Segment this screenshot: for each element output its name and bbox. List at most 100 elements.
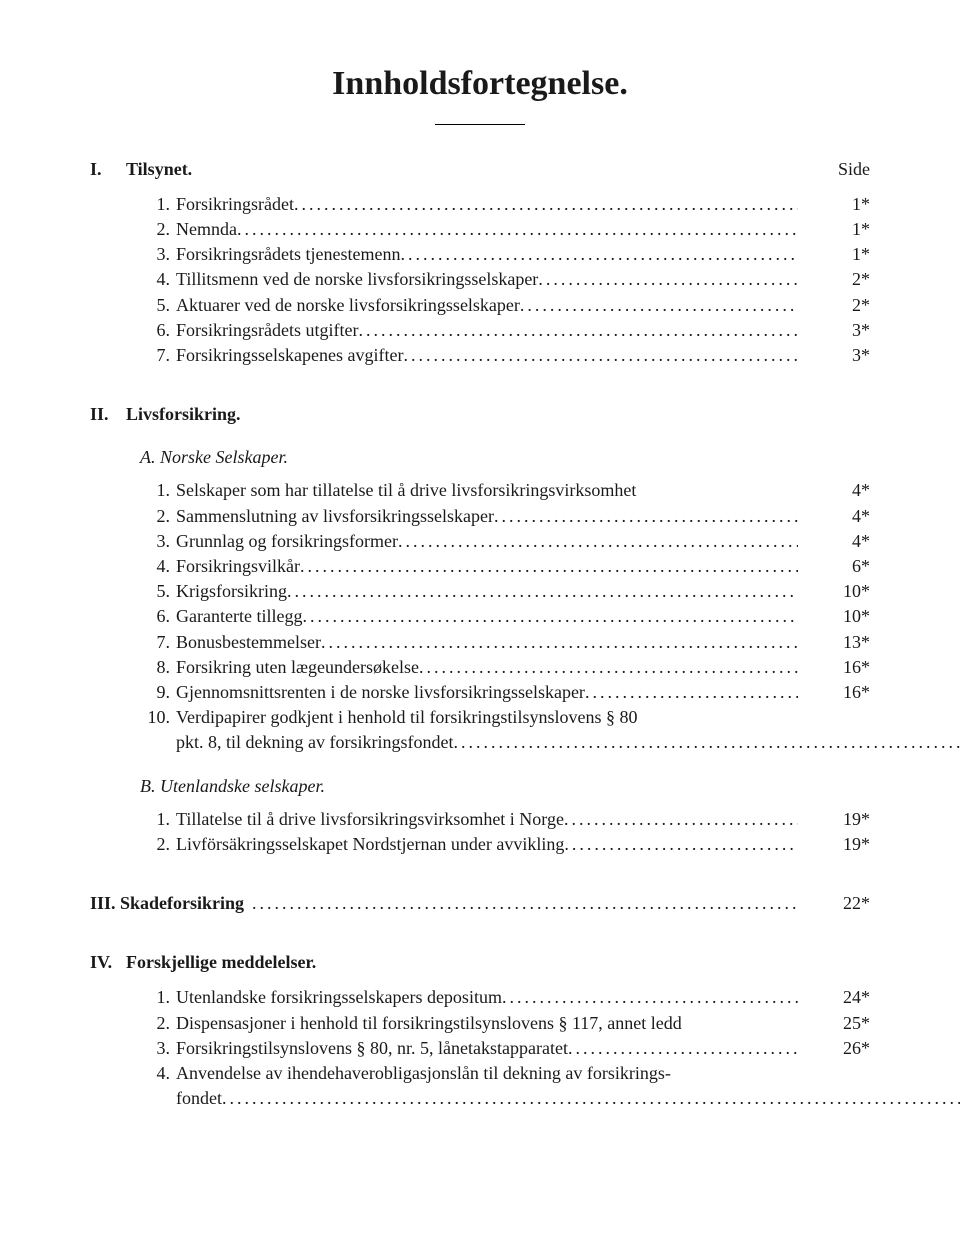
toc-num: 3. [140,529,176,554]
toc-text: Sammenslutning av livsforsikringsselskap… [176,504,494,529]
section-II-B-head: B. Utenlandske selskaper. [140,774,870,799]
toc-page: 6* [810,554,870,579]
toc-page: 19* [810,832,870,857]
toc-row: 2. Sammenslutning av livsforsikringssels… [140,504,870,529]
toc-page: 4* [810,478,870,503]
toc-num: 6. [140,604,176,629]
toc-page: 1* [810,217,870,242]
section-I-num: I. [90,157,126,182]
dot-leaders: ........................................… [520,293,798,318]
toc-line2-wrap: fondet .................................… [176,1086,960,1111]
section-IV-head: IV. Forskjellige meddelelser. [90,950,870,975]
toc-page: 16* [810,655,870,680]
toc-row: 1. Forsikringsrådet ....................… [140,192,870,217]
dot-leaders: ........................................… [294,192,798,217]
section-I-label: Tilsynet. [126,157,810,182]
toc-row: 4. Forsikringsvilkår ...................… [140,554,870,579]
toc-num: 10. [140,705,176,730]
section-II-num: II. [90,402,126,427]
dot-leaders: ........................................… [222,1086,960,1111]
dot-leaders: ........................................… [398,529,798,554]
toc-page: 13* [810,630,870,655]
dot-leaders: ........................................… [300,554,798,579]
toc-multiline-body: Verdipapirer godkjent i henhold til fors… [176,705,960,755]
toc-num: 5. [140,579,176,604]
toc-page: 2* [810,267,870,292]
toc-text: Aktuarer ved de norske livsforsikringsse… [176,293,520,318]
section-II-head: II. Livsforsikring. [90,402,870,427]
toc-row: 7. Forsikringsselskapenes avgifter .....… [140,343,870,368]
toc-page: 4* [810,529,870,554]
toc-num: 1. [140,192,176,217]
toc-text-line1: Verdipapirer godkjent i henhold til fors… [176,705,960,730]
toc-multiline-body: Anvendelse av ihendehaverobligasjonslån … [176,1061,960,1111]
toc-num: 4. [140,267,176,292]
toc-page: 1* [810,192,870,217]
dot-leaders: ........................................… [419,655,798,680]
dot-leaders: ........................................… [568,1036,798,1061]
toc-text: Forsikringstilsynslovens § 80, nr. 5, lå… [176,1036,568,1061]
side-label: Side [810,157,870,182]
toc-num: 2. [140,1011,176,1036]
toc-page: 4* [810,504,870,529]
toc-page: 26* [810,1036,870,1061]
dot-leaders: ........................................… [287,579,798,604]
dot-leaders: ........................................… [502,985,798,1010]
section-III-head: III. Skadeforsikring ...................… [90,891,870,916]
toc-row: 3. Grunnlag og forsikringsformer .......… [140,529,870,554]
toc-num: 3. [140,1036,176,1061]
title-rule-wrap [90,124,870,125]
section-III-label: III. Skadeforsikring [90,891,244,916]
toc-text: Garanterte tillegg [176,604,302,629]
toc-row: 9. Gjennomsnittsrenten i de norske livsf… [140,680,870,705]
toc-text: Forsikring uten lægeundersøkelse [176,655,419,680]
toc-num: 3. [140,242,176,267]
toc-text: Forsikringsrådets utgifter [176,318,358,343]
title-rule [435,124,525,125]
dot-leaders: ........................................… [494,504,798,529]
toc-row: 2. Livförsäkringsselskapet Nordstjernan … [140,832,870,857]
dot-leaders: ........................................… [564,832,798,857]
toc-text: Forsikringsrådet [176,192,294,217]
section-II-A-head: A. Norske Selskaper. [140,445,870,470]
toc-row: 5. Krigsforsikring .....................… [140,579,870,604]
toc-row: 3. Forsikringsrådets tjenestemenn ......… [140,242,870,267]
toc-page: 3* [810,343,870,368]
section-III-labeltext: Skadeforsikring [120,893,244,913]
page: Innholdsfortegnelse. I. Tilsynet. Side 1… [0,0,960,1258]
toc-num: 1. [140,807,176,832]
toc-row: 1. Tillatelse til å drive livsforsikring… [140,807,870,832]
dot-leaders: ........................................… [400,242,798,267]
toc-text: Dispensasjoner i henhold til forsikrings… [176,1011,682,1036]
toc-row: 7. Bonusbestemmelser ...................… [140,630,870,655]
toc-num: 8. [140,655,176,680]
toc-row: 6. Garanterte tillegg ..................… [140,604,870,629]
toc-page: 25* [810,1011,870,1036]
toc-row: 4. Tillitsmenn ved de norske livsforsikr… [140,267,870,292]
section-IV-num: IV. [90,950,126,975]
toc-num: 2. [140,832,176,857]
dot-leaders: ........................................… [358,318,798,343]
toc-text: Bonusbestemmelser [176,630,321,655]
toc-row: 5. Aktuarer ved de norske livsforsikring… [140,293,870,318]
toc-row: 6. Forsikringsrådets utgifter ..........… [140,318,870,343]
toc-page: 1* [810,242,870,267]
toc-row-multiline: 10. Verdipapirer godkjent i henhold til … [140,705,870,755]
toc-page: 22* [810,891,870,916]
toc-text: Forsikringsvilkår [176,554,300,579]
toc-text: Grunnlag og forsikringsformer [176,529,398,554]
toc-text: Tillatelse til å drive livsforsikringsvi… [176,807,564,832]
toc-row: 3. Forsikringstilsynslovens § 80, nr. 5,… [140,1036,870,1061]
toc-page: 16* [810,680,870,705]
toc-row: 2. Dispensasjoner i henhold til forsikri… [140,1011,870,1036]
toc-text: Utenlandske forsikringsselskapers deposi… [176,985,502,1010]
toc-num: 4. [140,1061,176,1086]
toc-text-line1: Anvendelse av ihendehaverobligasjonslån … [176,1061,960,1086]
dot-leaders: ........................................… [564,807,798,832]
toc-page: 3* [810,318,870,343]
section-IV-label: Forskjellige meddelelser. [126,950,870,975]
toc-text: Selskaper som har tillatelse til å drive… [176,478,636,503]
dot-leaders: ........................................… [237,217,798,242]
dot-leaders: ........................................… [252,891,798,916]
toc-num: 7. [140,630,176,655]
